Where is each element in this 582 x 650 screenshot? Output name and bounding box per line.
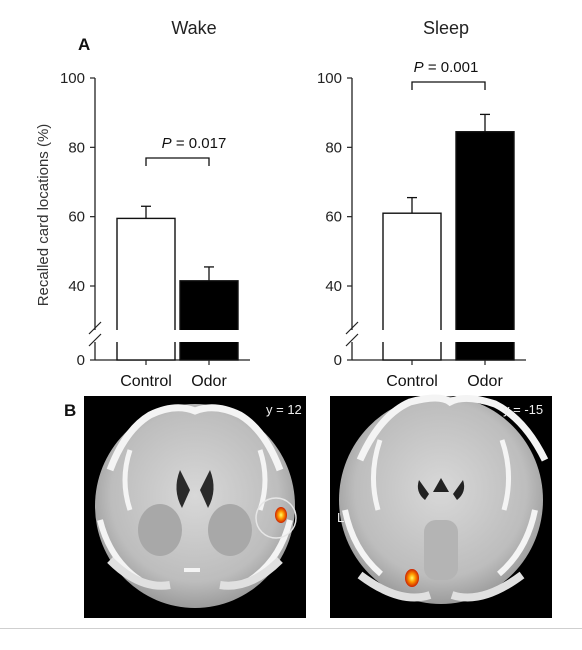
chart-title-sleep: Sleep <box>423 18 469 38</box>
panel-a-letter: A <box>78 35 90 54</box>
y-tick-label: 100 <box>317 70 342 87</box>
wake-chart: Wake 0 40 60 80 100 Control Odor P = 0.017 <box>60 18 250 390</box>
bar-odor <box>179 280 239 361</box>
significance-bracket <box>145 157 210 166</box>
brain-label-1: y = 12 <box>266 402 302 417</box>
y-tick-label: 40 <box>325 278 342 295</box>
y-tick-label: 60 <box>325 209 342 226</box>
hemisphere-label: L <box>337 510 344 525</box>
axis-break-mark <box>345 333 359 347</box>
p-value-label: P = 0.001 <box>414 59 479 76</box>
y-tick-label: 100 <box>60 70 85 87</box>
brain-image-1: y = 12 <box>84 396 306 618</box>
axis-break-mark <box>88 333 102 347</box>
y-tick-label: 0 <box>334 352 342 369</box>
panel-b-letter: B <box>64 401 76 420</box>
significance-bracket <box>411 81 486 90</box>
y-tick-label: 40 <box>68 278 85 295</box>
brain-label-2: y = -15 <box>503 402 543 417</box>
chart-title-wake: Wake <box>171 18 216 38</box>
highlight-circle <box>255 497 297 539</box>
bar-break-gap <box>454 330 516 342</box>
x-tick-label: Control <box>120 373 172 390</box>
bar-break-gap <box>178 330 240 342</box>
axis-break-mark <box>88 321 102 335</box>
x-tick-label: Odor <box>467 373 503 390</box>
axis-break-mark <box>345 321 359 335</box>
y-tick-label: 60 <box>68 209 85 226</box>
y-tick-label: 80 <box>68 139 85 156</box>
y-tick-label: 0 <box>77 352 85 369</box>
y-tick-label: 80 <box>325 139 342 156</box>
bar-odor <box>455 131 515 361</box>
y-axis-label: Recalled card locations (%) <box>35 124 52 307</box>
sleep-chart: Sleep 0 40 60 80 100 Control Odor P = 0.001 <box>317 18 526 390</box>
bar-break-gap <box>115 330 177 342</box>
brain-image-2: y = -15 L <box>330 394 552 618</box>
bottom-rule <box>0 628 582 629</box>
p-value-label: P = 0.017 <box>162 135 227 152</box>
x-tick-label: Odor <box>191 373 227 390</box>
bar-break-gap <box>381 330 443 342</box>
x-tick-label: Control <box>386 373 438 390</box>
activation-blob-2 <box>405 569 419 587</box>
activation-blob-1 <box>275 507 287 523</box>
